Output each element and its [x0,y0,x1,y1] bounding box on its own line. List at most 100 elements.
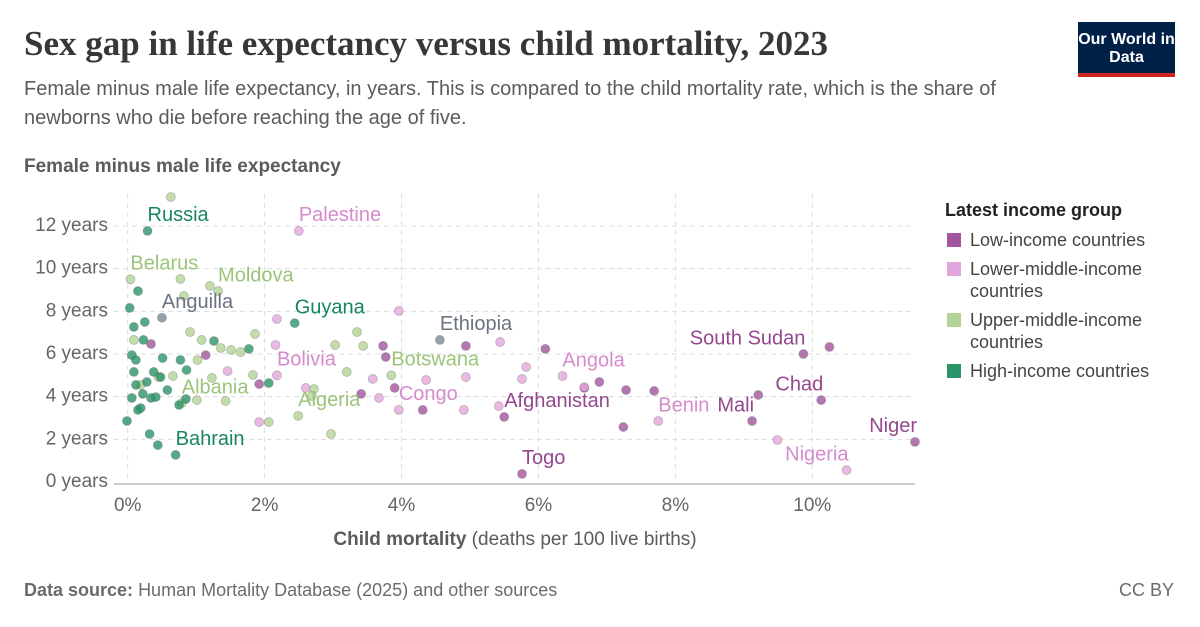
point [215,343,226,353]
point [594,377,605,387]
x-tick-label: 0% [114,495,142,516]
point [162,385,173,395]
point-label: Russia [148,204,210,226]
point [250,329,260,339]
legend-item[interactable]: High-income countries [945,360,1180,382]
point-label: Guyana [295,296,366,318]
point [374,393,384,403]
y-tick-label: 10 years [35,258,108,279]
point [356,388,367,399]
point [139,317,150,327]
point [192,355,203,365]
y-tick-label: 0 years [46,471,108,492]
point-label: Benin [658,394,709,416]
point [521,362,532,372]
point [191,395,202,405]
point [330,340,341,350]
y-tick-label: 2 years [46,428,108,449]
point [213,286,223,296]
point [352,327,362,337]
x-tick-label: 10% [793,495,831,516]
point [747,416,757,426]
point [499,412,510,422]
point [289,318,300,328]
point [126,393,137,403]
point [165,192,176,202]
logo[interactable]: Our World in Data [1078,22,1175,77]
point [517,468,527,479]
point [816,395,827,405]
point [131,355,141,365]
point [272,314,282,324]
legend-item[interactable]: Upper-middle-income countries [945,309,1180,353]
x-axis-title-unit: (deaths per 100 live births) [471,529,697,550]
point [367,374,378,384]
point [148,367,159,377]
point [222,366,233,376]
x-tick-label: 6% [525,495,553,516]
point [175,355,186,365]
point-label: Palestine [299,204,381,226]
point [128,322,139,332]
point [293,410,304,421]
point [254,379,265,389]
legend-swatch [947,233,961,247]
point [753,390,764,400]
point [152,440,163,450]
legend-item[interactable]: Low-income countries [945,229,1180,251]
point [326,429,336,439]
point [196,335,207,345]
point-label: Afghanistan [504,390,610,412]
point [128,335,139,345]
point [621,385,631,395]
legend-item[interactable]: Lower-middle-income countries [945,258,1180,302]
chart-title: Sex gap in life expectancy versus child … [24,24,828,63]
point [157,353,168,363]
point [495,337,506,347]
point [138,335,149,345]
point [389,383,400,393]
point-label: Angola [562,349,625,371]
point [460,372,471,382]
point [421,375,432,385]
point [653,416,664,426]
point [243,343,254,354]
point-label: South Sudan [690,327,806,349]
point [133,286,143,296]
footer: Data source: Human Mortality Database (2… [24,580,557,601]
point [144,429,155,439]
point [220,396,231,406]
legend: Latest income group Low-income countries L… [945,200,1185,389]
x-tick-label: 4% [388,495,416,516]
point [226,345,236,355]
point [841,465,852,475]
point [185,327,195,337]
point-label: Algeria [298,389,361,411]
point [272,370,282,381]
point [270,340,281,350]
source: Human Mortality Database (2025) and othe… [138,580,558,600]
point [204,281,215,291]
point [263,378,274,388]
legend-label: Upper-middle-income countries [970,310,1143,352]
point [174,400,184,410]
point [142,226,153,236]
points [122,192,920,479]
point [386,370,397,381]
point [358,340,369,351]
legend-label: Lower-middle-income countries [970,259,1143,301]
point [200,350,211,360]
chart-subtitle: Female minus male life expectancy, in ye… [24,78,996,129]
point-label: Botswana [391,349,480,371]
legend-label: Low-income countries [970,230,1146,250]
point [175,274,186,284]
point-label: Anguilla [162,291,234,313]
point [131,380,141,390]
license[interactable]: CC BY [1118,580,1174,600]
point [263,417,274,427]
point-label: Togo [522,447,565,469]
point [137,388,148,399]
y-axis-title: Female minus male life expectancy [24,156,341,177]
point [540,343,551,354]
point [128,367,139,377]
